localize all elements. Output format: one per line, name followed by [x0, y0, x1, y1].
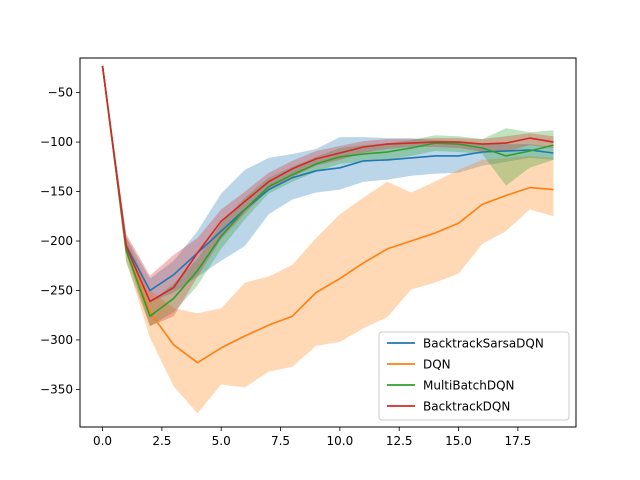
- line-backtracksarsadqn: [101, 65, 554, 292]
- y-axis: −350 −300 −250 −200 −150 −100 −50: [40, 86, 80, 396]
- y-tick-label: −200: [40, 234, 73, 248]
- x-tick-label: 10.0: [327, 434, 354, 448]
- x-axis: 0.0 2.5 5.0 7.5 10.0 12.5 15.0 17.5: [93, 427, 531, 448]
- legend-label-multibatchdqn: MultiBatchDQN: [423, 379, 515, 393]
- band-multibatchdqn: [102, 65, 554, 327]
- band-backtracksarsadqn: [102, 65, 554, 303]
- x-tick-label: 5.0: [212, 434, 231, 448]
- legend: BacktrackSarsaDQN DQN MultiBatchDQN Backtra…: [378, 331, 570, 421]
- band-backtrackdqn: [102, 65, 554, 327]
- line-backtrackdqn: [101, 65, 554, 303]
- line-multibatchdqn: [101, 65, 554, 318]
- confidence-bands: [102, 65, 554, 414]
- legend-label-backtrackdqn: BacktrackDQN: [423, 400, 510, 414]
- legend-box: [378, 331, 570, 421]
- y-tick-label: −100: [40, 135, 73, 149]
- legend-label-dqn: DQN: [423, 358, 451, 372]
- legend-label-backtracksarsadqn: BacktrackSarsaDQN: [423, 337, 544, 351]
- x-tick-label: 12.5: [386, 434, 413, 448]
- line-dqn: [101, 65, 554, 364]
- y-tick-label: −250: [40, 283, 73, 297]
- series-lines: [101, 65, 554, 364]
- plot-frame: [79, 57, 577, 428]
- x-tick-label: 15.0: [445, 434, 472, 448]
- x-tick-label: 2.5: [152, 434, 171, 448]
- x-tick-label: 17.5: [504, 434, 531, 448]
- x-tick-label: 0.0: [93, 434, 112, 448]
- y-tick-label: −300: [40, 333, 73, 347]
- y-tick-label: −150: [40, 185, 73, 199]
- y-tick-label: −50: [48, 86, 73, 100]
- y-tick-label: −350: [40, 382, 73, 396]
- x-tick-label: 7.5: [271, 434, 290, 448]
- band-dqn: [102, 65, 554, 414]
